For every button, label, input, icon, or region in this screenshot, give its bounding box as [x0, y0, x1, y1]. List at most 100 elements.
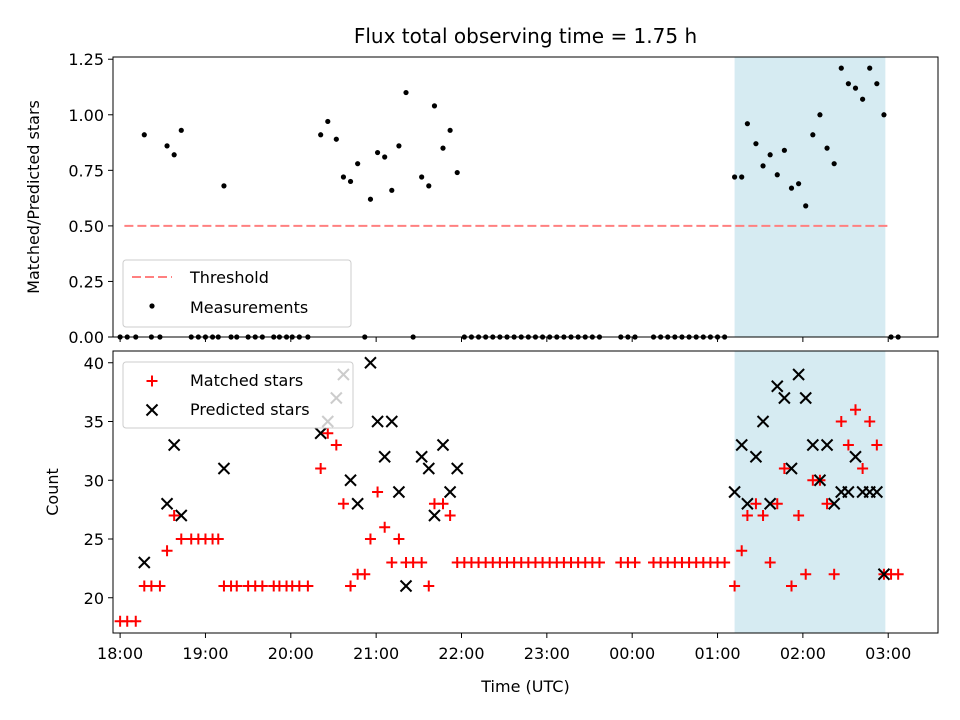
measurement-point	[419, 174, 425, 180]
measurement-point	[874, 81, 880, 87]
matched-star-point	[729, 580, 741, 592]
top-axes-frame	[112, 56, 939, 338]
matched-star-point	[736, 545, 748, 557]
matched-star-point	[330, 439, 342, 451]
matched-star-point	[864, 416, 876, 427]
predicted-star-point	[792, 368, 805, 381]
matched-star-point	[379, 521, 391, 533]
measurement-point	[824, 145, 830, 151]
x-tick-label: 23:00	[524, 644, 570, 663]
measurement-point	[389, 187, 395, 193]
measurement-point	[431, 103, 438, 109]
top-y-tick-label: 0.00	[68, 328, 104, 347]
predicted-star-point	[842, 485, 855, 499]
predicted-star-point	[799, 391, 812, 405]
predicted-star-point	[160, 497, 174, 510]
predicted-star-point	[771, 380, 784, 393]
measurement-point	[141, 132, 147, 138]
measurement-point	[374, 149, 381, 156]
matched-star-point	[372, 486, 384, 498]
matched-star-point	[764, 557, 776, 568]
legend-matched-label: Matched stars	[190, 371, 303, 390]
matched-star-point	[835, 416, 847, 427]
measurement-point	[403, 89, 409, 96]
legend-threshold-label: Threshold	[189, 268, 269, 287]
matched-star-point	[892, 568, 904, 580]
predicted-star-point	[806, 438, 820, 452]
predicted-star-point	[827, 497, 841, 510]
matched-star-point	[161, 545, 173, 557]
bottom-axes-frame	[112, 350, 939, 634]
bottom-y-tick-label: 20	[84, 589, 104, 608]
predicted-star-point	[735, 438, 748, 452]
matched-star-point	[857, 463, 869, 474]
predicted-star-point	[428, 509, 441, 522]
matched-star-point	[386, 557, 398, 568]
legend-predicted-label: Predicted stars	[190, 400, 310, 419]
measurement-point	[774, 172, 780, 178]
predicted-star-point	[813, 474, 827, 487]
measurement-point	[803, 203, 809, 209]
matched-stars-points	[114, 404, 904, 627]
measurement-point	[382, 154, 388, 160]
predicted-star-point	[820, 438, 834, 452]
predicted-star-point	[778, 391, 791, 405]
matched-star-point	[256, 580, 268, 592]
matched-star-point	[778, 463, 790, 474]
matched-star-point	[302, 580, 314, 592]
x-axis-label: Time (UTC)	[480, 677, 569, 696]
measurement-point	[731, 174, 738, 180]
bottom-y-tick-label: 40	[84, 354, 104, 373]
measurement-point	[426, 183, 432, 189]
matched-star-point	[741, 510, 753, 521]
bottom-panel: 20 25 30 35 40 18:00 19:00 20:00 21:00 22:00 23:0…	[43, 350, 939, 696]
predicted-star-point	[314, 427, 327, 440]
top-y-tick-label: 0.25	[68, 272, 104, 291]
measurement-point	[860, 96, 866, 102]
predicted-star-point	[436, 438, 450, 452]
measurement-point	[810, 132, 816, 138]
measurement-point	[867, 65, 873, 71]
top-y-axis-ticks: 0.00 0.25 0.50 0.75 1.00 1.25	[68, 50, 113, 347]
predicted-star-point	[344, 474, 357, 487]
predicted-star-point	[385, 415, 399, 428]
bottom-x-axis-ticks: 18:00 19:00 20:00 21:00 22:00 23:00 00:00 01:00…	[97, 633, 911, 663]
bottom-highlight-band	[734, 351, 886, 633]
matched-star-point	[322, 427, 334, 439]
measurement-point	[325, 118, 331, 125]
x-tick-label: 18:00	[97, 644, 143, 663]
matched-star-point	[828, 568, 840, 580]
legend-measurements-swatch	[149, 303, 155, 309]
top-highlight-band	[734, 57, 886, 337]
x-tick-label: 22:00	[438, 644, 484, 663]
matched-star-point	[416, 557, 428, 568]
predicted-star-point	[849, 450, 862, 463]
x-tick-label: 20:00	[268, 644, 314, 663]
predicted-star-point	[364, 356, 377, 369]
bottom-y-tick-label: 25	[84, 530, 104, 549]
predicted-star-point	[870, 485, 884, 499]
predicted-star-point	[392, 485, 406, 499]
measurement-point	[447, 127, 453, 133]
top-y-tick-label: 0.50	[68, 217, 104, 236]
measurement-point	[221, 183, 227, 189]
measurement-point	[760, 163, 766, 169]
x-tick-label: 02:00	[780, 644, 826, 663]
bottom-y-axis-label: Count	[43, 468, 62, 516]
measurement-point	[852, 85, 859, 91]
predicted-star-point	[167, 438, 181, 452]
x-tick-label: 21:00	[353, 644, 399, 663]
measurement-point	[838, 65, 844, 71]
legend-matched-swatch	[146, 375, 158, 387]
predicted-star-point	[378, 450, 391, 463]
matched-star-point	[393, 533, 405, 545]
bottom-y-tick-label: 30	[84, 471, 104, 490]
measurement-point	[318, 132, 324, 138]
measurement-point	[753, 141, 759, 147]
top-legend: Threshold Measurements	[122, 259, 352, 328]
matched-star-point	[842, 439, 854, 451]
matched-star-point	[850, 404, 861, 416]
matched-star-point	[175, 533, 187, 545]
matched-star-point	[423, 580, 435, 592]
matched-star-point	[315, 463, 327, 474]
